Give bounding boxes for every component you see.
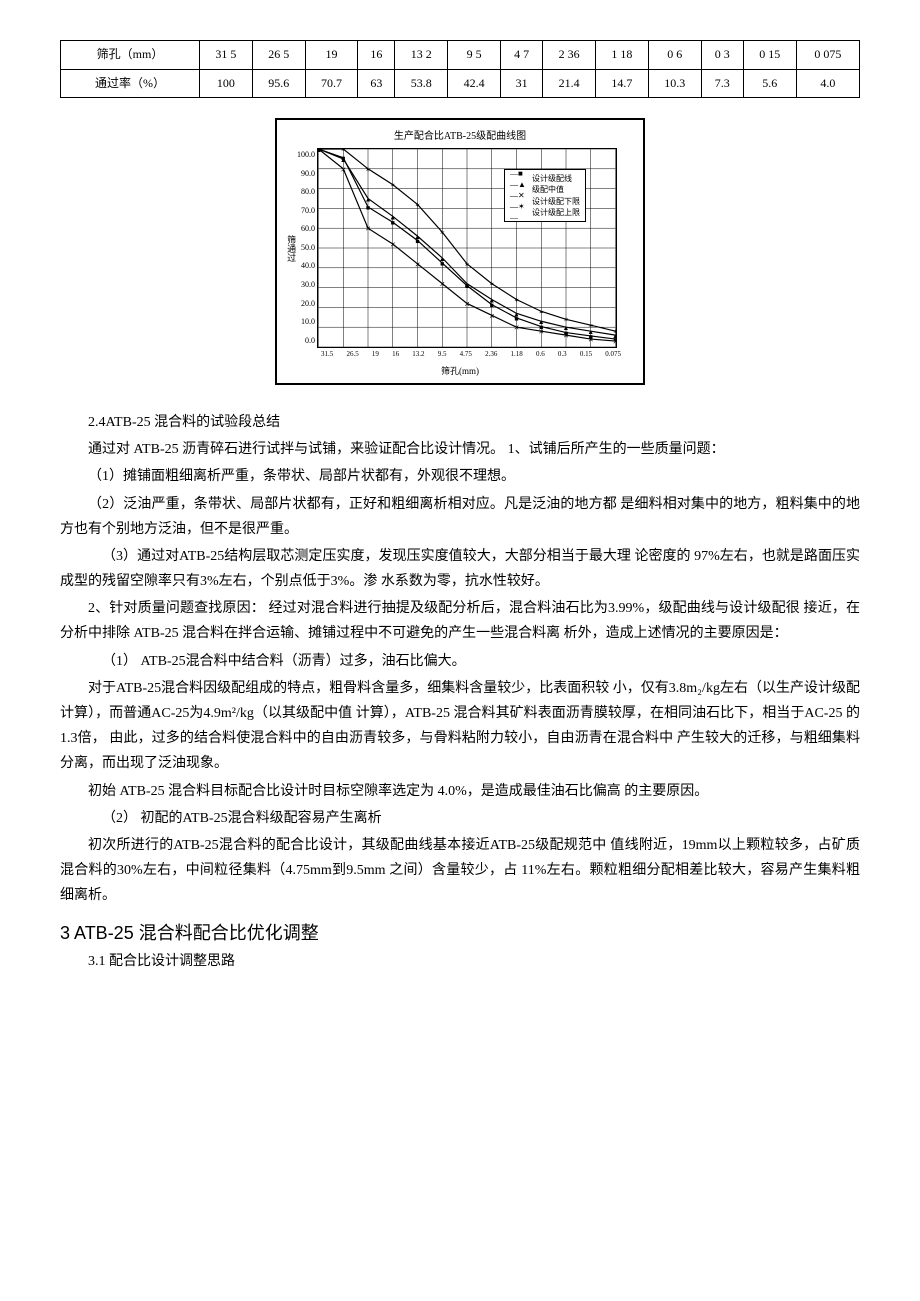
svg-text:✶: ✶ <box>340 149 346 154</box>
svg-text:▲: ▲ <box>464 282 471 289</box>
paragraph: 初次所进行的ATB-25混合料的配合比设计，其级配曲线基本接近ATB-25级配规… <box>60 833 860 909</box>
plot-area: ■■■■■■■■■■■■■▲▲▲▲▲▲▲▲▲▲▲▲▲✕✕✕✕✕✕✕✕✕✕✕✕✕✶… <box>317 148 617 348</box>
svg-text:✶: ✶ <box>538 309 544 317</box>
svg-text:▲: ▲ <box>488 298 495 305</box>
svg-text:▲: ▲ <box>340 157 347 164</box>
svg-text:✕: ✕ <box>588 337 594 344</box>
svg-text:✶: ✶ <box>588 322 594 330</box>
svg-text:✕: ✕ <box>365 226 371 233</box>
svg-text:✶: ✶ <box>489 281 495 289</box>
svg-text:✕: ✕ <box>390 242 396 249</box>
paragraph: 对于ATB-25混合料因级配组成的特点，粗骨料含量多，细集料含量较少，比表面积较… <box>60 676 860 777</box>
svg-text:▲: ▲ <box>414 234 421 241</box>
chart-legend: —■—设计级配线 —▲—级配中值 —✕—设计级配下限 —✶—设计级配上限 <box>504 169 586 222</box>
svg-text:✶: ✶ <box>563 316 569 324</box>
svg-text:▲: ▲ <box>513 311 520 318</box>
svg-text:■: ■ <box>366 205 370 212</box>
svg-text:✕: ✕ <box>563 333 569 340</box>
svg-text:▲: ▲ <box>389 214 396 221</box>
x-axis-title: 筛孔(mm) <box>285 363 635 379</box>
paragraph: （2） 初配的ATB-25混合料级配容易产生离析 <box>60 806 860 831</box>
svg-text:✕: ✕ <box>439 282 445 289</box>
paragraph: 2、针对质量问题查找原因： 经过对混合料进行抽提及级配分析后，混合料油石比为3.… <box>60 596 860 646</box>
svg-text:▲: ▲ <box>365 197 372 204</box>
svg-text:✶: ✶ <box>439 229 445 237</box>
x-axis-labels: 31.526.519 1613.29.5 4.752.361.18 0.60.3… <box>321 348 621 361</box>
svg-text:✕: ✕ <box>415 262 421 269</box>
section-3-1: 3.1 配合比设计调整思路 <box>60 949 860 974</box>
svg-text:✶: ✶ <box>390 182 396 190</box>
svg-text:▲: ▲ <box>439 256 446 263</box>
svg-text:✶: ✶ <box>415 202 421 210</box>
heading-3: 3 ATB-25 混合料配合比优化调整 <box>60 917 860 949</box>
star-icon: —✶— <box>510 208 528 216</box>
table-row-sieve: 筛孔（mm） 31 5 26 5 19 16 13 2 9 5 4 7 2 36… <box>61 41 860 70</box>
svg-text:✕: ✕ <box>464 302 470 309</box>
paragraph: （1） ATB-25混合料中结合料（沥青）过多，油石比偏大。 <box>60 649 860 674</box>
row-label: 通过率（%） <box>61 69 200 98</box>
section-2-4: 2.4ATB-25 混合料的试验段总结 <box>60 410 860 435</box>
svg-text:✕: ✕ <box>613 339 616 346</box>
svg-text:▲: ▲ <box>538 319 545 326</box>
paragraph: 通过对 ATB-25 沥青碎石进行试拌与试铺，来验证配合比设计情况。 1、试铺后… <box>60 437 860 462</box>
paragraph: （3）通过对ATB-25结构层取芯测定压实度，发现压实度值较大，大部分相当于最大… <box>60 544 860 594</box>
paragraph: （1）摊铺面粗细离析严重，条带状、局部片状都有，外观很不理想。 <box>60 464 860 489</box>
chart-title: 生产配合比ATB-25级配曲线图 <box>285 128 635 146</box>
paragraph: （2）泛油严重，条带状、局部片状都有，正好和粗细离析相对应。凡是泛油的地方都 是… <box>60 492 860 542</box>
svg-text:✕: ✕ <box>538 329 544 336</box>
svg-text:✶: ✶ <box>613 328 616 336</box>
gradation-table: 筛孔（mm） 31 5 26 5 19 16 13 2 9 5 4 7 2 36… <box>60 40 860 98</box>
svg-text:✶: ✶ <box>514 297 520 305</box>
row-label: 筛孔（mm） <box>61 41 200 70</box>
gradation-chart: 生产配合比ATB-25级配曲线图 筛通过 0.010.020.0 30.040.… <box>275 118 645 385</box>
svg-text:✕: ✕ <box>489 313 495 320</box>
svg-text:▲: ▲ <box>563 325 570 332</box>
paragraph: 初始 ATB-25 混合料目标配合比设计时目标空隙率选定为 4.0%，是造成最佳… <box>60 779 860 804</box>
svg-text:✶: ✶ <box>365 166 371 174</box>
svg-text:✶: ✶ <box>464 261 470 269</box>
table-row-passrate: 通过率（%） 100 95.6 70.7 63 53.8 42.4 31 21.… <box>61 69 860 98</box>
svg-text:✶: ✶ <box>318 149 322 154</box>
svg-text:✕: ✕ <box>514 325 520 332</box>
y-axis-labels: 0.010.020.0 30.040.050.0 60.070.080.0 90… <box>297 148 317 348</box>
svg-text:✕: ✕ <box>340 167 346 174</box>
